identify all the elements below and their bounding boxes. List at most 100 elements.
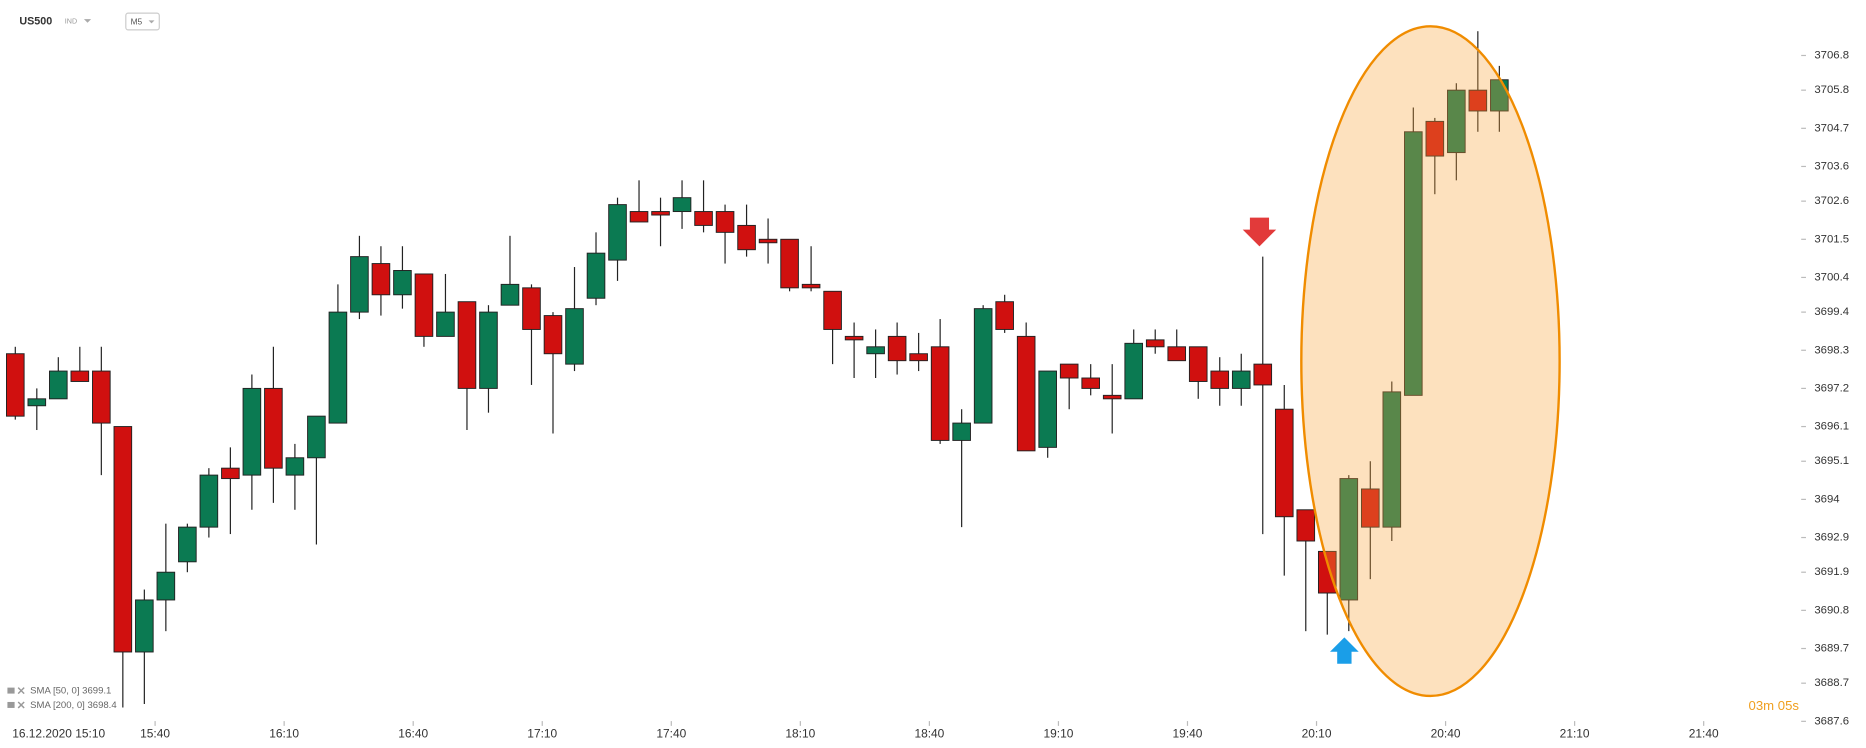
x-tick-label: 16:10: [269, 726, 299, 740]
candle-body: [264, 387, 283, 469]
candle-body: [1317, 550, 1337, 594]
candle-body: [780, 238, 799, 289]
candle-body: [156, 571, 176, 601]
candle-body: [135, 599, 154, 653]
x-tick-label: 17:40: [656, 726, 686, 740]
y-tick-label: 3698.3: [1814, 344, 1849, 356]
x-tick-label: 19:40: [1173, 726, 1203, 740]
candle-body: [1102, 394, 1122, 400]
candle-body: [522, 287, 541, 330]
indicator-icons: [7, 687, 25, 709]
candle-body: [1059, 363, 1079, 379]
candle-body: [328, 311, 348, 424]
candle-body: [866, 346, 885, 355]
x-tick-label: 15:40: [140, 726, 170, 740]
countdown: 03m 05s: [1749, 698, 1800, 713]
x-tick-label: 18:40: [914, 726, 944, 740]
candle-body: [543, 315, 563, 355]
candle-body: [1468, 89, 1488, 112]
candle-body: [952, 422, 971, 441]
y-tick-label: 3702.6: [1814, 195, 1849, 207]
x-tick-label: 20:40: [1431, 726, 1461, 740]
candle-body: [1124, 342, 1144, 400]
x-tick-label: 18:10: [785, 726, 815, 740]
candle-body: [350, 256, 369, 313]
y-tick-label: 3692.9: [1814, 532, 1849, 544]
market: IND: [65, 17, 77, 25]
candle-body: [92, 370, 111, 424]
candle-body: [694, 211, 713, 226]
y-tick-label: 3690.8: [1814, 604, 1849, 616]
y-tick-label: 3701.5: [1814, 233, 1849, 245]
sell-arrow: [1242, 217, 1277, 247]
candle-body: [973, 308, 993, 424]
candle-body: [565, 308, 584, 365]
candle-body: [1425, 120, 1445, 157]
indicator-label: SMA [50, 0] 3699.1: [30, 686, 111, 697]
candle-body: [221, 467, 240, 480]
candle-body: [672, 197, 692, 213]
y-tick-label: 3694: [1814, 493, 1839, 505]
candle-body: [1038, 370, 1057, 448]
y-tick-label: 3691.9: [1814, 566, 1849, 578]
y-tick-label: 3689.7: [1814, 643, 1849, 655]
candle-body: [479, 311, 498, 389]
candle-body: [457, 301, 477, 389]
candle-body: [1188, 346, 1208, 382]
timeframe-button[interactable]: [125, 12, 160, 31]
candle-body: [801, 283, 821, 289]
candle-body: [1296, 509, 1316, 542]
candle-body: [1404, 131, 1423, 396]
candle-body: [242, 387, 262, 476]
candle-body: [1210, 370, 1230, 389]
candle-body: [823, 290, 842, 330]
buy-arrow: [1330, 637, 1359, 664]
symbol[interactable]: US500: [19, 15, 52, 27]
candle-body: [393, 270, 412, 296]
candle-body: [500, 283, 520, 306]
timeframe-dropdown[interactable]: [148, 20, 155, 24]
start-label: 16.12.2020 15:10: [12, 726, 105, 740]
x-tick-label: 19:10: [1043, 726, 1073, 740]
candle-body: [1016, 335, 1036, 452]
candle-body: [1145, 339, 1165, 348]
y-tick-label: 3699.4: [1814, 306, 1849, 318]
candle-body: [113, 426, 133, 653]
y-tick-label: 3704.7: [1814, 122, 1849, 134]
plot-area: [6, 31, 1509, 708]
symbol-dropdown[interactable]: [83, 19, 92, 23]
candle-body: [178, 526, 197, 563]
y-tick-label: 3706.8: [1814, 49, 1849, 61]
candle-body: [1447, 89, 1466, 154]
candle-body: [1253, 363, 1273, 386]
y-tick-label: 3688.7: [1814, 677, 1849, 689]
candle-body: [307, 415, 326, 459]
x-tick-label: 21:40: [1689, 726, 1719, 740]
candle-body: [414, 273, 434, 337]
highlight-ellipse: [1300, 25, 1561, 698]
candle-body: [715, 211, 735, 233]
x-tick-label: 16:40: [398, 726, 428, 740]
candle-body: [70, 370, 90, 382]
candle-body: [1361, 488, 1380, 528]
candle-body: [909, 353, 928, 362]
x-tick-label: 20:10: [1302, 726, 1332, 740]
y-tick-label: 3700.4: [1814, 271, 1849, 283]
candle-body: [1167, 346, 1187, 362]
candle-body: [629, 211, 649, 223]
y-tick-label: 3687.6: [1814, 715, 1849, 727]
candle-body: [371, 263, 391, 296]
candle-body: [1382, 391, 1402, 528]
x-tick-label: 17:10: [527, 726, 557, 740]
candle-body: [651, 211, 670, 216]
candle-body: [6, 353, 25, 417]
candle-body: [1274, 408, 1294, 518]
candle-body: [49, 370, 68, 400]
timeframe[interactable]: M5: [131, 16, 143, 26]
candle-body: [199, 474, 219, 528]
candle-body: [844, 335, 864, 341]
candle-body: [586, 252, 606, 299]
y-tick-label: 3696.1: [1814, 421, 1849, 433]
y-tick-label: 3703.6: [1814, 160, 1849, 172]
